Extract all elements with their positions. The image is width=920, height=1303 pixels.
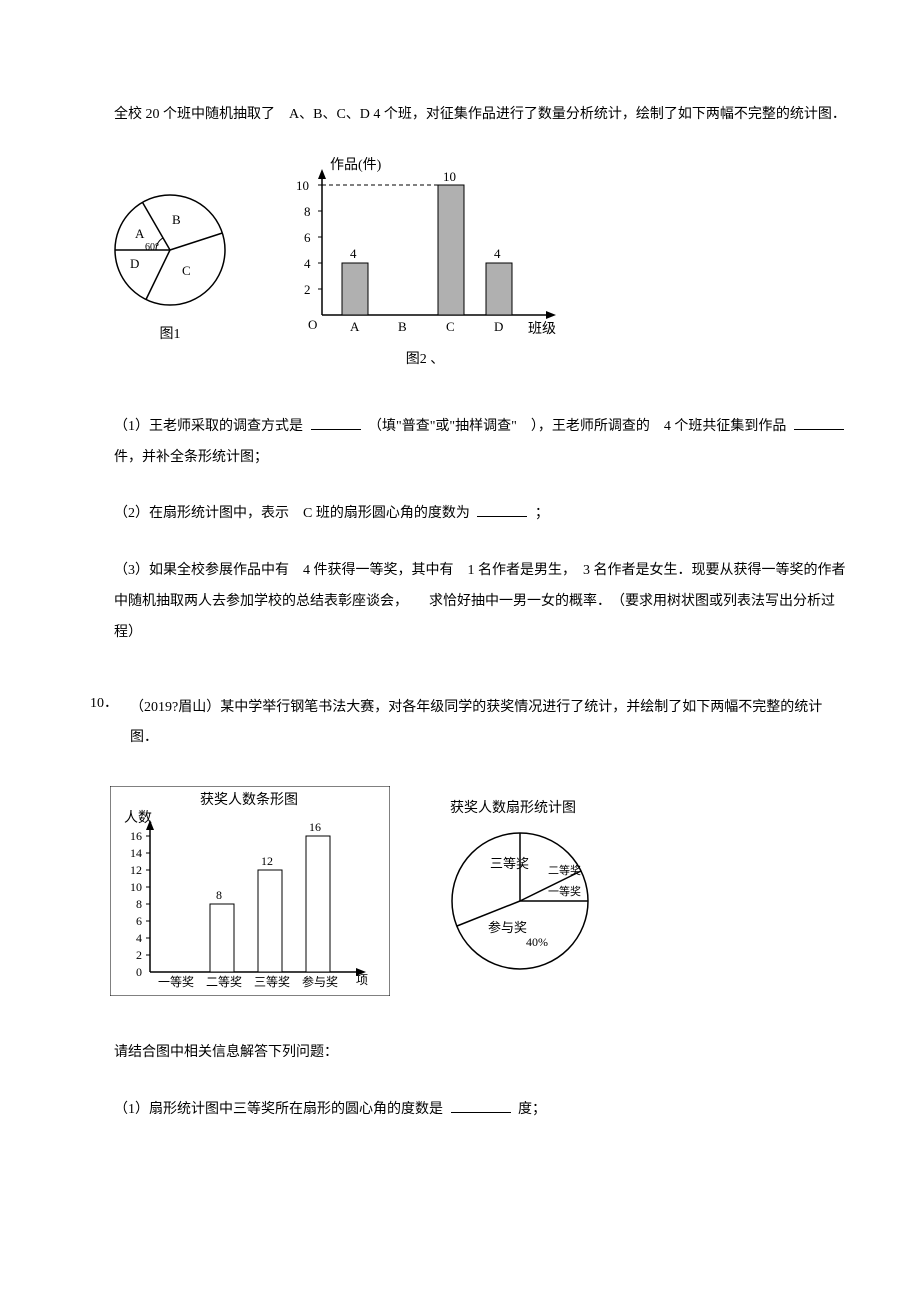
ytick: 0 <box>136 965 142 979</box>
ytick: 10 <box>130 880 142 894</box>
ytick: 4 <box>136 931 142 945</box>
q10-bar-title: 获奖人数条形图 <box>200 791 298 808</box>
q10-head: 10． （2019?眉山）某中学举行钢笔书法大赛，对各年级同学的获奖情况进行了统… <box>90 693 850 763</box>
q10-bar-chart: 获奖人数条形图 人数 0 2 4 6 8 10 12 14 16 <box>110 786 390 996</box>
ytick: 10 <box>296 178 309 193</box>
q9-p2: （2）在扇形统计图中，表示 C 班的扇形圆心角的度数为 ； <box>90 499 850 530</box>
q10-p1: （1）扇形统计图中三等奖所在扇形的圆心角的度数是 度； <box>90 1095 850 1126</box>
bar-val: 16 <box>309 820 321 834</box>
q10-fig2-wrap: 获奖人数扇形统计图 三等奖 二等奖 一等奖 参与奖 40% <box>410 796 630 986</box>
ytick: 12 <box>130 863 142 877</box>
origin: O <box>308 317 317 332</box>
cat: 二等奖 <box>206 975 242 989</box>
slice-3rd: 三等奖 <box>490 856 529 871</box>
ytick: 2 <box>136 948 142 962</box>
bar-val: 4 <box>494 246 501 261</box>
ytick: 8 <box>136 897 142 911</box>
blank-input[interactable] <box>794 416 844 430</box>
cat: 三等奖 <box>254 975 290 989</box>
q9-intro: 全校 20 个班中随机抽取了 A、B、C、D 4 个班，对征集作品进行了数量分析… <box>90 100 850 131</box>
angle-label: 60° <box>145 242 159 253</box>
ytick: 16 <box>130 829 142 843</box>
cat: 一等奖 <box>158 975 194 989</box>
sector-a-label: A <box>135 226 145 241</box>
q10-mid: 请结合图中相关信息解答下列问题： <box>90 1038 850 1069</box>
blank-input[interactable] <box>311 416 361 430</box>
q10-x-title: 项 <box>356 973 368 987</box>
q9-p3: （3）如果全校参展作品中有 4 件获得一等奖，其中有 1 名作者是男生， 3 名… <box>90 556 850 648</box>
sector-b-label: B <box>172 212 181 227</box>
cat: C <box>446 319 455 334</box>
bar-val: 4 <box>350 246 357 261</box>
q10-num: 10． <box>90 693 130 763</box>
percent-label: 40% <box>526 935 548 949</box>
ytick: 6 <box>304 230 311 245</box>
ytick: 14 <box>130 846 142 860</box>
q10-fig1-wrap: 获奖人数条形图 人数 0 2 4 6 8 10 12 14 16 <box>110 786 390 996</box>
q9-fig2-wrap: 作品(件) 2 4 6 8 10 4 10 4 <box>280 155 570 370</box>
cat: B <box>398 319 407 334</box>
q9-fig1-label: 图1 <box>160 324 181 345</box>
sector-c-label: C <box>182 263 191 278</box>
blank-input[interactable] <box>451 1099 511 1113</box>
q9-x-title: 班级 <box>528 321 556 337</box>
blank-input[interactable] <box>477 503 527 517</box>
ytick: 6 <box>136 914 142 928</box>
q10-y-title: 人数 <box>124 810 152 826</box>
q9-p1: （1）王老师采取的调查方式是 （填"普查"或"抽样调查" ），王老师所调查的 4… <box>90 412 850 474</box>
slice-2nd: 二等奖 <box>548 863 581 877</box>
ytick: 4 <box>304 256 311 271</box>
cat: D <box>494 319 503 334</box>
q10-pie-title: 获奖人数扇形统计图 <box>450 799 576 816</box>
bar-val: 10 <box>443 169 456 184</box>
ytick: 8 <box>304 204 311 219</box>
q10-intro: （2019?眉山）某中学举行钢笔书法大赛，对各年级同学的获奖情况进行了统计，并绘… <box>130 693 850 755</box>
cat: A <box>350 319 360 334</box>
bar-val: 8 <box>216 888 222 902</box>
q9-fig1-wrap: A B C D 60° 图1 <box>100 180 240 345</box>
q9-pie-chart: A B C D 60° <box>100 180 240 320</box>
sector-d-label: D <box>130 256 139 271</box>
bar-val: 12 <box>261 854 273 868</box>
slice-1st: 一等奖 <box>548 884 581 898</box>
cat: 参与奖 <box>302 974 338 989</box>
slice-part: 参与奖 <box>488 920 527 935</box>
q10-pie-chart: 获奖人数扇形统计图 三等奖 二等奖 一等奖 参与奖 40% <box>410 796 630 986</box>
q9-fig2-label: 图2 、 <box>406 349 445 370</box>
q10-figures: 获奖人数条形图 人数 0 2 4 6 8 10 12 14 16 <box>110 786 850 996</box>
q9-figures: A B C D 60° 图1 作品(件) 2 4 6 8 10 <box>100 155 850 370</box>
q9-bar-chart: 作品(件) 2 4 6 8 10 4 10 4 <box>280 155 570 345</box>
ytick: 2 <box>304 282 311 297</box>
q9-y-title: 作品(件) <box>330 157 382 173</box>
